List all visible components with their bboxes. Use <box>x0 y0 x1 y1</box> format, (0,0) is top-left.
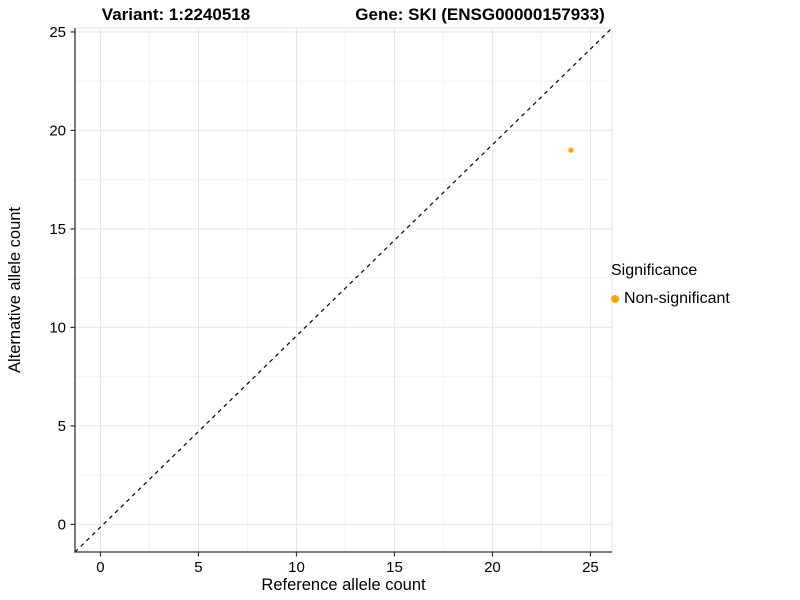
y-tick-label: 10 <box>49 319 66 336</box>
data-point <box>568 147 574 153</box>
x-tick-label: 20 <box>484 559 501 576</box>
legend-point-icon <box>611 295 619 303</box>
identity-line <box>74 27 613 553</box>
x-tick-label: 10 <box>288 559 305 576</box>
y-tick-label: 15 <box>49 221 66 238</box>
legend-item-label: Non-significant <box>624 290 730 307</box>
y-tick-label: 20 <box>49 122 66 139</box>
x-tick-label: 15 <box>386 559 403 576</box>
y-tick-label: 0 <box>58 516 66 533</box>
y-axis-title: Alternative allele count <box>6 207 24 373</box>
x-tick-label: 5 <box>194 559 202 576</box>
y-tick-label: 5 <box>58 418 66 435</box>
x-tick-label: 0 <box>96 559 104 576</box>
legend: Significance Non-significant <box>611 261 730 308</box>
legend-item: Non-significant <box>611 290 730 308</box>
legend-title: Significance <box>611 262 698 279</box>
plot-title-gene: Gene: SKI (ENSG00000157933) <box>355 5 605 24</box>
plot-title-variant: Variant: 1:2240518 <box>101 5 251 24</box>
y-tick-label: 25 <box>49 24 66 41</box>
x-axis-title: Reference allele count <box>261 576 426 594</box>
x-tick-label: 25 <box>582 559 599 576</box>
